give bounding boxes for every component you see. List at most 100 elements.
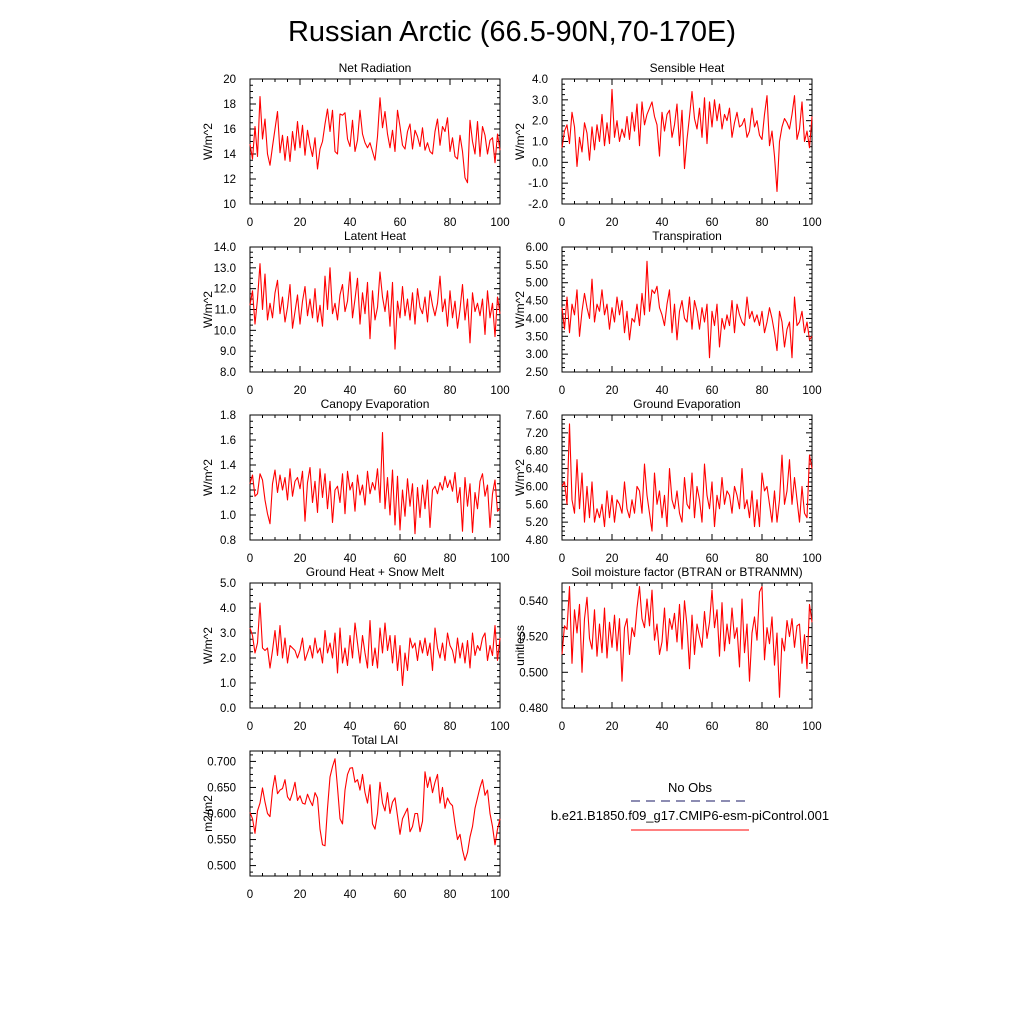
y-tick-label: 5.20 — [526, 517, 548, 529]
x-tick-label: 0 — [559, 217, 565, 229]
x-tick-label: 80 — [444, 385, 457, 397]
ticks-ground-evaporation — [561, 414, 813, 541]
panel-title-ground-evaporation: Ground Evaporation — [633, 397, 740, 411]
plot-frame-total-lai — [249, 750, 501, 877]
ticks-sensible-heat — [561, 78, 813, 205]
y-tick-label: 0.650 — [207, 782, 236, 794]
y-axis-label-canopy-evaporation: W/m^2 — [201, 459, 215, 496]
y-tick-label: 0.540 — [519, 596, 548, 608]
x-tick-label: 100 — [802, 217, 821, 229]
y-tick-label: 2.50 — [526, 367, 548, 379]
x-tick-label: 80 — [444, 721, 457, 733]
x-tick-label: 100 — [802, 553, 821, 565]
y-tick-label: 14 — [223, 149, 236, 161]
x-tick-label: 60 — [706, 217, 719, 229]
x-tick-label: 60 — [706, 721, 719, 733]
y-tick-label: 0.520 — [519, 632, 548, 644]
y-tick-label: 2.0 — [532, 116, 548, 128]
x-tick-label: 0 — [247, 217, 253, 229]
x-tick-label: 40 — [344, 385, 357, 397]
panel-title-canopy-evaporation: Canopy Evaporation — [321, 397, 430, 411]
x-tick-label: 0 — [559, 721, 565, 733]
y-tick-label: 12.0 — [214, 284, 236, 296]
y-tick-label: 6.00 — [526, 242, 548, 254]
y-tick-label: 2.0 — [220, 653, 236, 665]
y-tick-label: 3.00 — [526, 349, 548, 361]
panel-ground-evaporation: Ground Evaporation W/m^2 0 20 40 60 80 100 4.80 5… — [513, 397, 822, 565]
panel-title-latent-heat: Latent Heat — [344, 229, 407, 243]
x-tick-label: 100 — [490, 889, 509, 901]
y-axis-label-net-radiation: W/m^2 — [201, 123, 215, 160]
y-axis-label-transpiration: W/m^2 — [513, 291, 527, 328]
ticks-ground-heat-snow-melt — [249, 582, 501, 709]
x-tick-label: 40 — [344, 553, 357, 565]
x-tick-label: 0 — [559, 553, 565, 565]
series-line-total-lai — [249, 758, 501, 861]
x-tick-label: 40 — [344, 217, 357, 229]
legend-entry-model-run: b.e21.B1850.f09_g17.CMIP6-esm-piControl.… — [551, 808, 829, 823]
panel-latent-heat: Latent Heat W/m^2 0 20 40 60 80 100 8.0 9.0 10.0 11… — [201, 229, 510, 397]
series-line-canopy-evaporation — [249, 431, 501, 535]
panel-canopy-evaporation: Canopy Evaporation W/m^2 0 20 40 60 80 100 0.8 1.… — [201, 397, 510, 565]
series-line-ground-evaporation — [561, 423, 813, 532]
x-tick-label: 100 — [490, 721, 509, 733]
y-tick-label: 5.50 — [526, 260, 548, 272]
y-tick-label: 16 — [223, 124, 236, 136]
y-tick-label: 1.2 — [220, 485, 236, 497]
series-line-soil-moisture-factor-btran-or-btranmn — [561, 586, 813, 698]
x-tick-label: 80 — [756, 553, 769, 565]
y-tick-label: 0.8 — [220, 535, 236, 547]
y-tick-label: 1.8 — [220, 410, 236, 422]
x-tick-label: 20 — [294, 721, 307, 733]
plot-frame-ground-evaporation — [561, 414, 813, 541]
y-tick-label: 4.0 — [220, 603, 236, 615]
x-tick-label: 80 — [444, 553, 457, 565]
y-tick-label: -2.0 — [528, 199, 548, 211]
x-tick-label: 0 — [247, 889, 253, 901]
y-tick-label: 14.0 — [214, 242, 236, 254]
ticks-latent-heat — [249, 246, 501, 373]
x-tick-label: 20 — [294, 553, 307, 565]
x-tick-label: 40 — [656, 385, 669, 397]
y-tick-label: 0.0 — [220, 703, 236, 715]
y-tick-label: 3.0 — [220, 628, 236, 640]
x-tick-label: 60 — [394, 385, 407, 397]
x-tick-label: 80 — [756, 385, 769, 397]
y-tick-label: 0.0 — [532, 157, 548, 169]
x-tick-label: 60 — [706, 553, 719, 565]
y-tick-label: 1.6 — [220, 435, 236, 447]
ticks-soil-moisture-factor-btran-or-btranmn — [561, 582, 813, 709]
y-tick-label: 0.480 — [519, 703, 548, 715]
y-axis-label-ground-heat-snow-melt: W/m^2 — [201, 627, 215, 664]
x-tick-label: 100 — [490, 217, 509, 229]
y-tick-label: 0.500 — [207, 861, 236, 873]
x-tick-label: 60 — [394, 217, 407, 229]
y-tick-label: 0.700 — [207, 756, 236, 768]
series-line-transpiration — [561, 260, 813, 359]
x-tick-label: 100 — [490, 385, 509, 397]
x-tick-label: 0 — [247, 385, 253, 397]
y-axis-label-sensible-heat: W/m^2 — [513, 123, 527, 160]
ticks-net-radiation — [249, 78, 501, 205]
ticks-total-lai — [249, 751, 501, 876]
y-tick-label: 4.0 — [532, 74, 548, 86]
x-tick-label: 20 — [294, 217, 307, 229]
x-tick-label: 20 — [294, 889, 307, 901]
x-tick-label: 20 — [294, 385, 307, 397]
panel-title-soil-moisture-factor-btran-or-btranmn: Soil moisture factor (BTRAN or BTRANMN) — [571, 565, 802, 579]
y-tick-label: 5.0 — [220, 578, 236, 590]
y-tick-label: 1.0 — [220, 678, 236, 690]
panel-soil-moisture-factor-btran-or-btranmn: Soil moisture factor (BTRAN or BTRANMN) u… — [513, 565, 822, 733]
panel-title-ground-heat-snow-melt: Ground Heat + Snow Melt — [306, 565, 445, 579]
panel-ground-heat-snow-melt: Ground Heat + Snow Melt W/m^2 0 20 40 60 80 100… — [201, 565, 510, 733]
x-tick-label: 0 — [247, 553, 253, 565]
x-tick-label: 60 — [394, 721, 407, 733]
x-tick-label: 60 — [394, 889, 407, 901]
y-tick-label: 0.600 — [207, 809, 236, 821]
series-line-latent-heat — [249, 263, 501, 350]
y-tick-label: 3.0 — [532, 95, 548, 107]
x-tick-label: 0 — [247, 721, 253, 733]
y-tick-label: 1.0 — [532, 137, 548, 149]
panel-title-transpiration: Transpiration — [652, 229, 722, 243]
